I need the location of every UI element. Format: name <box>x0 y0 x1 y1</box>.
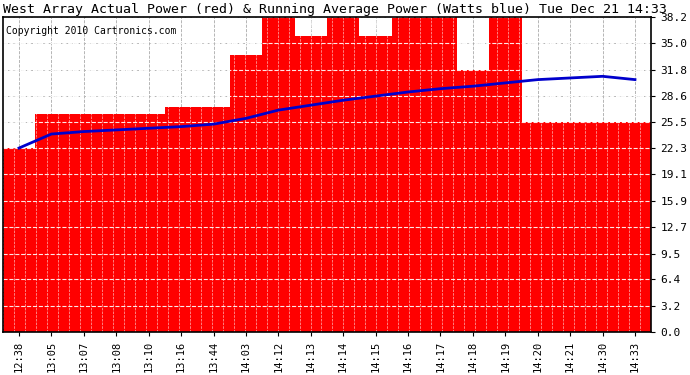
Text: West Array Actual Power (red) & Running Average Power (Watts blue) Tue Dec 21 14: West Array Actual Power (red) & Running … <box>3 3 667 16</box>
Bar <box>489 17 522 332</box>
Bar <box>165 107 197 332</box>
Bar <box>295 36 327 332</box>
Bar <box>3 148 35 332</box>
Bar <box>359 36 392 332</box>
Bar <box>424 17 457 332</box>
Bar <box>35 114 68 332</box>
Text: Copyright 2010 Cartronics.com: Copyright 2010 Cartronics.com <box>6 26 177 36</box>
Bar <box>586 122 619 332</box>
Bar <box>327 17 359 332</box>
Bar <box>132 114 165 332</box>
Bar <box>392 17 424 332</box>
Bar <box>100 114 132 332</box>
Bar <box>68 114 100 332</box>
Bar <box>522 122 554 332</box>
Bar <box>554 122 586 332</box>
Bar <box>457 70 489 332</box>
Bar <box>619 122 651 332</box>
Bar <box>230 55 262 332</box>
Bar <box>262 17 295 332</box>
Bar <box>197 107 230 332</box>
